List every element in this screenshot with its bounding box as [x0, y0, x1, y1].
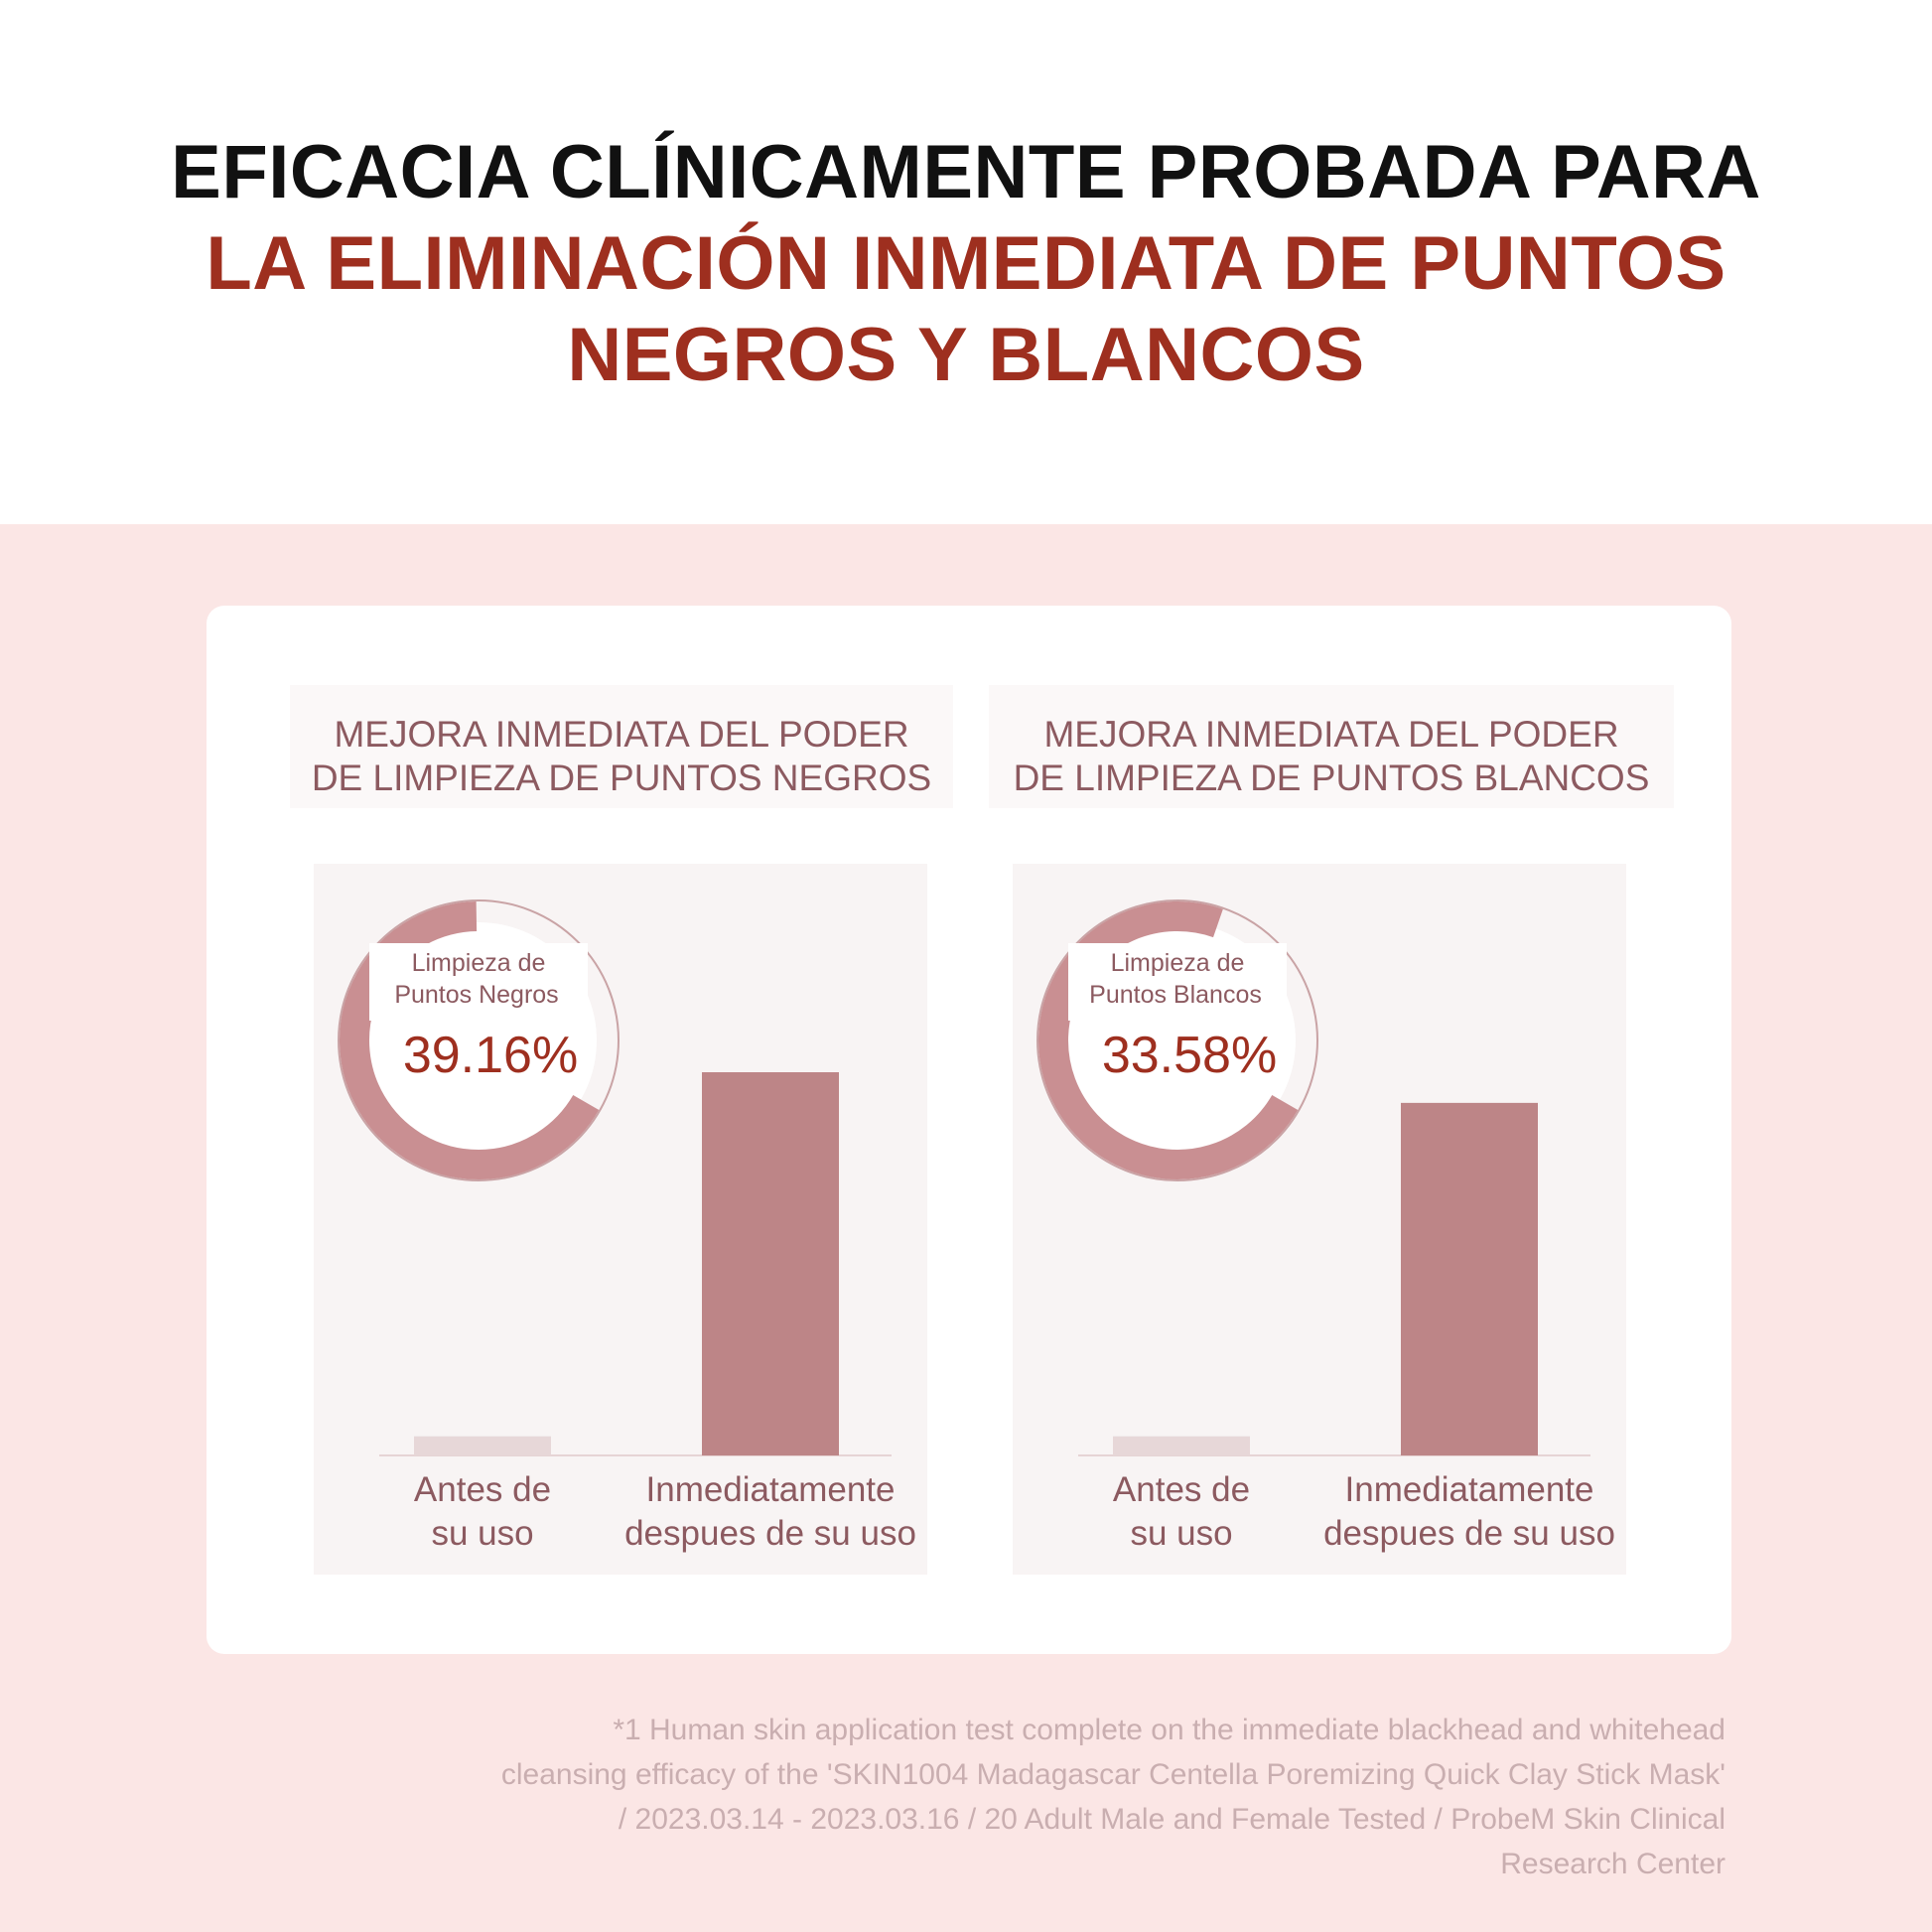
ring-progress-arc: [340, 901, 600, 1179]
ring-label-line-1: Limpieza de: [1111, 949, 1245, 977]
category-label-line-2: despues de su uso: [1323, 1514, 1615, 1553]
ring-progress-arc: [1038, 901, 1299, 1179]
category-label-line-2: su uso: [431, 1514, 533, 1553]
ring-label-box: [1068, 943, 1287, 1021]
chart-area-blackheads: Antes de su uso Inmediatamente despues de s…: [314, 864, 927, 1575]
ring-label-box: [369, 943, 588, 1021]
footnote-line-2: cleansing efficacy of the 'SKIN1004 Mada…: [500, 1758, 1725, 1791]
footnote-line-3: / 2023.03.14 - 2023.03.16 / 20 Adult Mal…: [618, 1803, 1725, 1836]
category-label-line-1: Antes de: [414, 1470, 551, 1509]
headline: EFICACIA CLÍNICAMENTE PROBADA PARA LA EL…: [0, 127, 1932, 401]
category-label-line-1: Antes de: [1113, 1470, 1250, 1509]
ring-outline: [1036, 899, 1318, 1181]
category-label-line-2: su uso: [1130, 1514, 1232, 1553]
footnote-line-4: Research Center: [1500, 1848, 1725, 1880]
bar-after-use: [1401, 1102, 1538, 1455]
panel-title-line-2: DE LIMPIEZA DE PUNTOS BLANCOS: [1013, 758, 1650, 798]
bar-before-use: [1113, 1436, 1250, 1455]
ring-outline: [338, 899, 620, 1181]
headline-line-3: NEGROS Y BLANCOS: [567, 313, 1365, 397]
chart-area-whiteheads: Antes de su uso Inmediatamente despues de s…: [1013, 864, 1626, 1575]
ring-label-line-2: Puntos Negros: [394, 981, 558, 1009]
headline-line-1: EFICACIA CLÍNICAMENTE PROBADA PARA: [171, 130, 1761, 214]
footnote-line-1: *1 Human skin application test complete …: [613, 1714, 1725, 1746]
bar-chart-whiteheads: Antes de su uso Inmediatamente despues de s…: [1036, 899, 1615, 1553]
ring-value-text: 33.58%: [1102, 1027, 1277, 1084]
category-label-line-2: despues de su uso: [624, 1514, 916, 1553]
headline-line-2: LA ELIMINACIÓN INMEDIATA DE PUNTOS: [206, 221, 1726, 306]
panel-title-blackheads: MEJORA INMEDIATA DEL PODER DE LIMPIEZA D…: [290, 713, 953, 800]
panel-title-whiteheads: MEJORA INMEDIATA DEL PODER DE LIMPIEZA D…: [989, 713, 1674, 800]
panel-title-box-blackheads: MEJORA INMEDIATA DEL PODER DE LIMPIEZA D…: [290, 685, 953, 808]
ring-value-text: 39.16%: [403, 1027, 578, 1084]
bar-chart-blackheads: Antes de su uso Inmediatamente despues de s…: [338, 899, 916, 1553]
panel-title-box-whiteheads: MEJORA INMEDIATA DEL PODER DE LIMPIEZA D…: [989, 685, 1674, 808]
panel-title-line-1: MEJORA INMEDIATA DEL PODER: [1043, 714, 1619, 755]
panel-title-line-1: MEJORA INMEDIATA DEL PODER: [334, 714, 909, 755]
category-label-line-1: Inmediatamente: [1345, 1470, 1594, 1509]
ring-label-line-1: Limpieza de: [412, 949, 546, 977]
category-label-line-1: Inmediatamente: [646, 1470, 896, 1509]
bar-after-use: [702, 1072, 839, 1455]
bar-before-use: [414, 1436, 551, 1455]
panel-title-line-2: DE LIMPIEZA DE PUNTOS NEGROS: [311, 758, 932, 798]
ring-label-line-2: Puntos Blancos: [1089, 981, 1262, 1009]
footnote: *1 Human skin application test complete …: [336, 1708, 1725, 1886]
